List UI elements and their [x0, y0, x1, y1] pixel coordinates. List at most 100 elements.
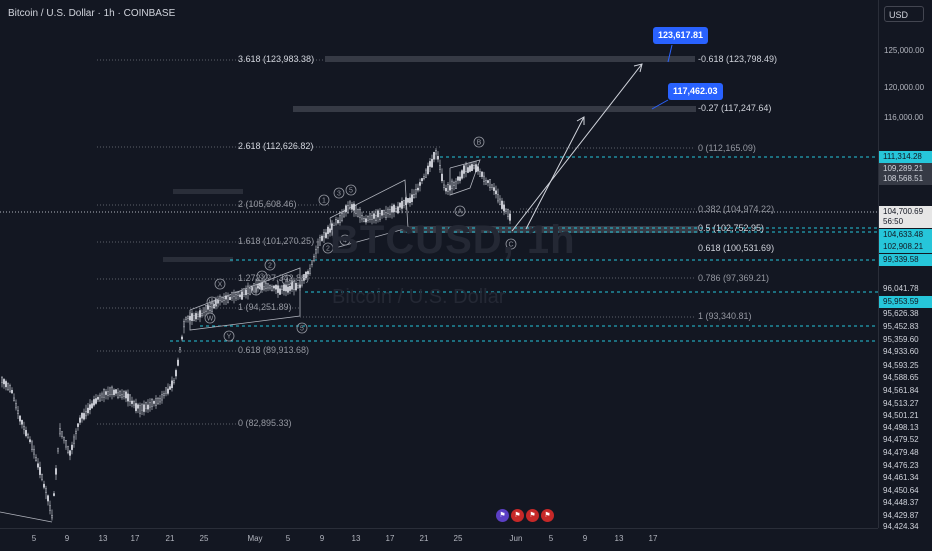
candle-body: [457, 176, 459, 181]
candle-body: [271, 286, 273, 291]
candle-body: [15, 403, 17, 409]
candle-body: [277, 285, 279, 293]
candle-body: [135, 403, 137, 412]
projection-arrows: [511, 63, 643, 232]
candle-body: [111, 386, 113, 395]
candle-body: [153, 401, 155, 404]
wave-label-text: C: [508, 242, 513, 249]
target-callout-1[interactable]: 123,617.81: [653, 27, 709, 44]
time-label: 9: [582, 534, 588, 543]
candle-body: [149, 402, 151, 408]
candle-body: [367, 216, 369, 221]
candle-body: [205, 305, 207, 312]
candle-body: [347, 204, 349, 213]
wave-label-text: 1: [254, 288, 258, 295]
target-callout-2[interactable]: 117,462.03: [668, 83, 723, 100]
candle-body: [219, 296, 221, 301]
candle-body: [261, 282, 263, 290]
cyan-levels: [170, 156, 878, 342]
candle-body: [395, 208, 397, 212]
candle-body: [353, 203, 355, 211]
event-flag-icon[interactable]: ⚑: [496, 509, 509, 522]
candle-body: [349, 201, 351, 208]
wave-label-text: W: [209, 300, 216, 307]
candle-body: [89, 404, 91, 411]
event-flag-icon[interactable]: ⚑: [511, 509, 524, 522]
candle-body: [299, 284, 301, 288]
candle-body: [81, 413, 83, 419]
fib-label-r0618: 0.618 (100,531.69): [698, 243, 775, 253]
candle-body: [243, 288, 245, 295]
candle-body: [47, 495, 49, 502]
price-label: 94,513.27: [883, 399, 919, 408]
wave-label-circle: [250, 284, 262, 296]
candle-body: [503, 204, 505, 212]
time-label: 9: [319, 534, 325, 543]
candle-body: [191, 313, 193, 321]
candle-body: [169, 386, 171, 390]
candle-body: [187, 315, 189, 319]
time-label: 5: [31, 534, 37, 543]
chart-title: Bitcoin / U.S. Dollar · 1h · COINBASE: [8, 8, 176, 19]
candle-body: [311, 260, 313, 265]
candle-body: [351, 204, 353, 210]
candle-body: [211, 303, 213, 312]
candle-body: [329, 228, 331, 233]
candle-body: [363, 218, 365, 223]
candle-body: [229, 296, 231, 301]
candle-body: [203, 307, 205, 313]
fib-label-neg027: -0.27 (117,247.64): [698, 103, 772, 113]
price-label: 104,700.69: [879, 206, 932, 218]
wave-label-circle: [206, 296, 218, 308]
fib-label-r05: 0.5 (102,752.95): [698, 223, 765, 233]
candle-body: [369, 213, 371, 220]
candle-body: [201, 313, 203, 317]
time-label: 5: [548, 534, 554, 543]
candle-body: [163, 393, 165, 396]
candle-body: [221, 297, 223, 302]
candle-body: [321, 235, 323, 241]
time-axis[interactable]: [0, 528, 878, 551]
time-label: Jun: [509, 534, 523, 543]
candle-body: [159, 398, 161, 403]
candle-body: [501, 200, 503, 209]
candle-body: [391, 206, 393, 213]
event-markers[interactable]: ⚑ ⚑ ⚑ ⚑: [496, 509, 554, 522]
candle-body: [477, 166, 479, 172]
candle-body: [61, 431, 63, 437]
price-tick: 120,000.00: [884, 83, 925, 92]
event-flag-icon[interactable]: ⚑: [541, 509, 554, 522]
candle-body: [435, 150, 437, 155]
candle-body: [269, 284, 271, 289]
wave-label-text: W: [207, 316, 214, 323]
candle-body: [417, 187, 419, 191]
candle-body: [3, 379, 5, 385]
currency-selector[interactable]: USD: [884, 6, 924, 22]
candle-body: [507, 208, 509, 217]
time-label: 9: [64, 534, 70, 543]
candle-body: [313, 255, 315, 261]
candle-body: [333, 225, 335, 228]
candle-body: [179, 347, 181, 350]
candle-body: [509, 213, 511, 221]
candle-body: [19, 415, 21, 422]
candle-body: [175, 370, 177, 377]
candle-body: [279, 288, 281, 295]
candle-body: [389, 209, 391, 215]
candle-body: [197, 313, 199, 317]
candle-body: [441, 173, 443, 182]
candle-body: [101, 393, 103, 398]
price-label: 109,289.21: [879, 163, 932, 175]
candle-body: [33, 449, 35, 455]
candle-body: [109, 387, 111, 396]
fib-lines-right: [300, 147, 695, 318]
price-label: 99,339.58: [879, 254, 932, 266]
wave-label-text: A: [458, 209, 463, 216]
event-flag-icon[interactable]: ⚑: [526, 509, 539, 522]
wave-label-circle: [322, 242, 334, 254]
candle-body: [317, 241, 319, 249]
candle-body: [123, 391, 125, 397]
candle-body: [485, 180, 487, 185]
